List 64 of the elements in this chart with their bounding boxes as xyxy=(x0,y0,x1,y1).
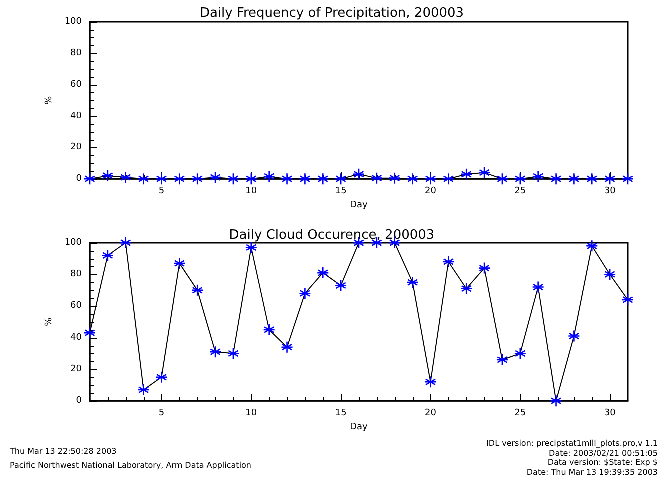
point xyxy=(245,242,258,254)
text: Pacific Northwest National Laboratory, Arm Data Application xyxy=(10,460,252,472)
point xyxy=(622,294,634,306)
y-tick-label: 20 xyxy=(70,142,82,153)
y-tick-label: 60 xyxy=(70,301,82,312)
text: Date: 2003/02/21 00:51:05 xyxy=(548,448,658,458)
y-tick-label: 60 xyxy=(70,80,82,90)
point xyxy=(334,280,348,292)
point xyxy=(424,376,437,388)
point xyxy=(478,262,491,274)
y-tick-label: 80 xyxy=(70,48,82,58)
point xyxy=(460,282,473,295)
point xyxy=(550,394,562,408)
point xyxy=(156,371,168,384)
y-tick-label: 20 xyxy=(70,364,82,374)
x-tick-label: 30 xyxy=(604,408,616,419)
y-axis-title: % xyxy=(44,317,54,326)
point xyxy=(138,384,150,396)
chart-title: Daily Cloud Occurence, 200003 xyxy=(229,228,435,243)
y-tick-label: 100 xyxy=(64,238,82,248)
x-axis-title: Day xyxy=(350,200,369,210)
y-tick-label: 40 xyxy=(70,111,82,122)
x-tick-label: 10 xyxy=(246,186,258,197)
point xyxy=(263,324,276,336)
y-tick-label: 100 xyxy=(64,17,82,27)
point xyxy=(191,284,204,297)
point xyxy=(604,268,616,281)
point xyxy=(102,250,114,262)
point xyxy=(120,236,132,250)
point xyxy=(281,341,294,354)
text: Date: Thu Mar 13 19:39:35 2003 xyxy=(526,468,658,477)
x-tick-label: 25 xyxy=(514,408,526,419)
point xyxy=(586,240,598,252)
x-tick-label: 15 xyxy=(335,186,347,197)
point xyxy=(442,256,455,268)
x-tick-label: 25 xyxy=(514,186,526,197)
point xyxy=(227,348,240,360)
point xyxy=(316,266,330,280)
x-tick-label: 5 xyxy=(158,408,165,419)
x-tick-label: 15 xyxy=(335,408,347,419)
y-tick-label: 40 xyxy=(70,332,82,343)
text: Data version: $State: Exp $ xyxy=(546,458,658,468)
x-tick-label: 10 xyxy=(246,408,258,419)
chart-title: Daily Frequency of Precipitation, 200003 xyxy=(200,6,464,21)
x-tick-label: 20 xyxy=(425,186,437,197)
y-tick-label: 0 xyxy=(76,396,82,406)
point xyxy=(299,287,312,300)
point xyxy=(174,257,186,270)
y-tick-label: 80 xyxy=(70,270,82,280)
text: Thu Mar 13 22:50:28 2003 xyxy=(10,446,118,458)
y-tick-label: 0 xyxy=(76,174,82,184)
y-axis-title: % xyxy=(44,96,54,105)
x-tick-label: 30 xyxy=(604,186,616,197)
x-axis-title: Day xyxy=(350,422,369,432)
point xyxy=(84,326,96,340)
point xyxy=(496,354,509,366)
point xyxy=(568,330,580,342)
point xyxy=(209,346,222,358)
x-tick-label: 20 xyxy=(425,408,437,419)
x-tick-label: 5 xyxy=(158,186,165,197)
point xyxy=(532,281,544,294)
point xyxy=(406,276,419,289)
text: IDL version: precipstat1mlll_plots.pro,v 1.1 xyxy=(486,439,658,448)
point xyxy=(514,348,527,360)
